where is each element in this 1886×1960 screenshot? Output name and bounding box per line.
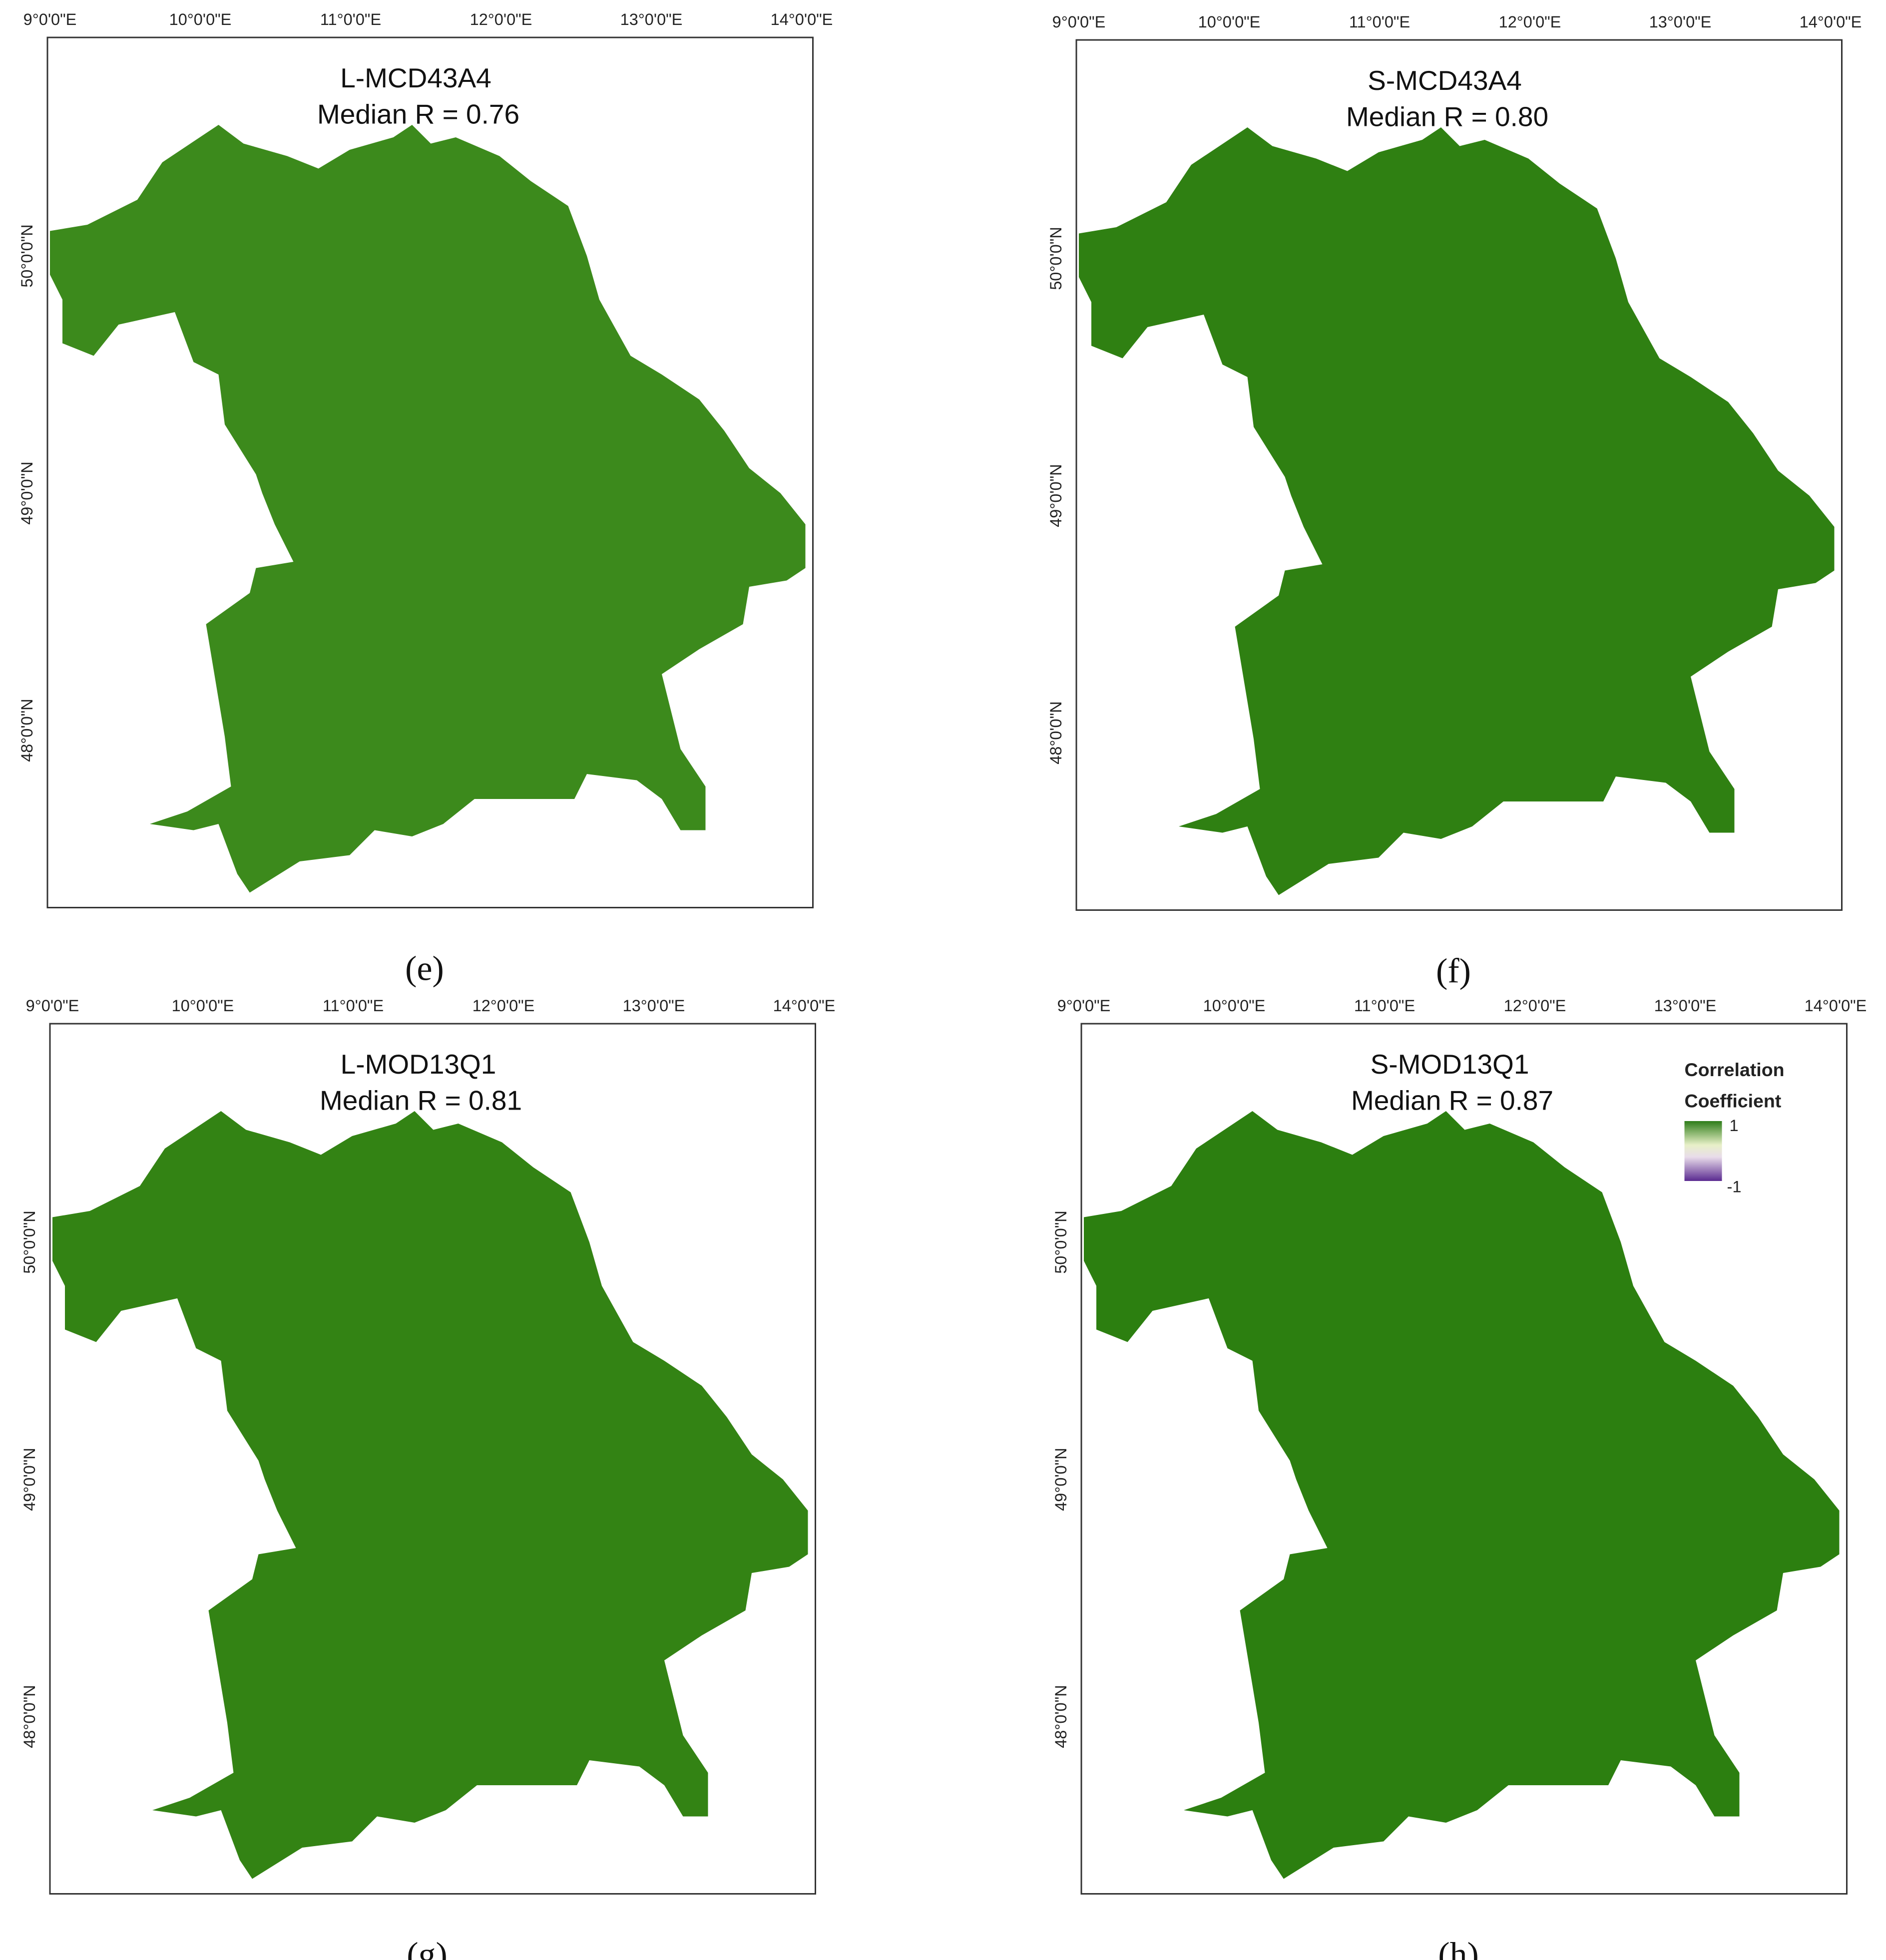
map-panel: 9°0'0"E 10°0'0"E 11°0'0"E 12°0'0"E 13°0'0"E 1… — [20, 997, 835, 1960]
lat-label: 49°0'0"N — [20, 1448, 38, 1511]
lat-label: 49°0'0"N — [1047, 464, 1065, 527]
lat-label: 50°0'0"N — [20, 1210, 38, 1274]
lon-label: 12°0'0"E — [1499, 13, 1561, 31]
lat-label: 49°0'0"N — [18, 461, 36, 525]
legend-min: -1 — [1727, 1178, 1742, 1196]
legend-title: Correlation — [1685, 1059, 1785, 1080]
legend-gradient — [1684, 1121, 1722, 1181]
panel-subtitle: Median R = 0.81 — [320, 1085, 522, 1116]
lon-label: 9°0'0"E — [1057, 997, 1111, 1015]
map-panel: 9°0'0"E 10°0'0"E 11°0'0"E 12°0'0"E 13°0'0"E 1… — [1052, 997, 1867, 1960]
lon-label: 11°0'0"E — [323, 997, 384, 1015]
lon-label: 14°0'0"E — [1805, 997, 1867, 1015]
legend: Correlation Coefficient 1 -1 — [1684, 1059, 1785, 1196]
lon-label: 9°0'0"E — [23, 10, 77, 28]
panel-letter: (f) — [1436, 952, 1471, 991]
lon-label: 13°0'0"E — [1649, 13, 1712, 31]
legend-title: Coefficient — [1685, 1091, 1782, 1112]
legend-max: 1 — [1730, 1117, 1739, 1135]
lon-label: 14°0'0"E — [771, 10, 833, 28]
map-panel: 9°0'0"E 10°0'0"E 11°0'0"E 12°0'0"E 13°0'0"E 1… — [18, 10, 833, 988]
panel-title: L-MOD13Q1 — [341, 1049, 496, 1080]
lon-label: 10°0'0"E — [169, 10, 232, 28]
panel-subtitle: Median R = 0.76 — [317, 99, 519, 130]
lat-label: 48°0'0"N — [18, 699, 36, 762]
lat-label: 50°0'0"N — [1047, 227, 1065, 290]
lon-label: 11°0'0"E — [320, 10, 381, 28]
lon-label: 12°0'0"E — [472, 997, 535, 1015]
lon-label: 9°0'0"E — [26, 997, 79, 1015]
lat-label: 48°0'0"N — [20, 1685, 38, 1748]
lon-label: 11°0'0"E — [1354, 997, 1415, 1015]
panel-title: S-MCD43A4 — [1368, 65, 1522, 96]
lon-label: 11°0'0"E — [1349, 13, 1410, 31]
lon-label: 10°0'0"E — [1198, 13, 1261, 31]
panel-title: S-MOD13Q1 — [1371, 1049, 1529, 1080]
lat-label: 50°0'0"N — [1052, 1210, 1070, 1274]
panel-subtitle: Median R = 0.87 — [1351, 1085, 1553, 1116]
lon-label: 12°0'0"E — [470, 10, 532, 28]
panel-letter: (e) — [405, 950, 444, 988]
lon-label: 10°0'0"E — [1203, 997, 1266, 1015]
lon-label: 13°0'0"E — [623, 997, 685, 1015]
lat-label: 48°0'0"N — [1052, 1685, 1070, 1748]
panel-letter: (g) — [407, 1936, 448, 1960]
lon-label: 10°0'0"E — [172, 997, 234, 1015]
lon-label: 14°0'0"E — [1800, 13, 1862, 31]
panel-letter: (h) — [1438, 1936, 1479, 1960]
lon-label: 12°0'0"E — [1504, 997, 1566, 1015]
lon-label: 14°0'0"E — [773, 997, 836, 1015]
lat-label: 50°0'0"N — [18, 224, 36, 288]
lon-label: 13°0'0"E — [620, 10, 683, 28]
panel-subtitle: Median R = 0.80 — [1346, 101, 1548, 132]
lon-label: 9°0'0"E — [1052, 13, 1106, 31]
map-panel: 9°0'0"E 10°0'0"E 11°0'0"E 12°0'0"E 13°0'0"E 1… — [1047, 13, 1862, 991]
panel-title: L-MCD43A4 — [340, 62, 491, 93]
lat-label: 48°0'0"N — [1047, 701, 1065, 765]
lon-label: 13°0'0"E — [1654, 997, 1717, 1015]
lat-label: 49°0'0"N — [1052, 1448, 1070, 1511]
